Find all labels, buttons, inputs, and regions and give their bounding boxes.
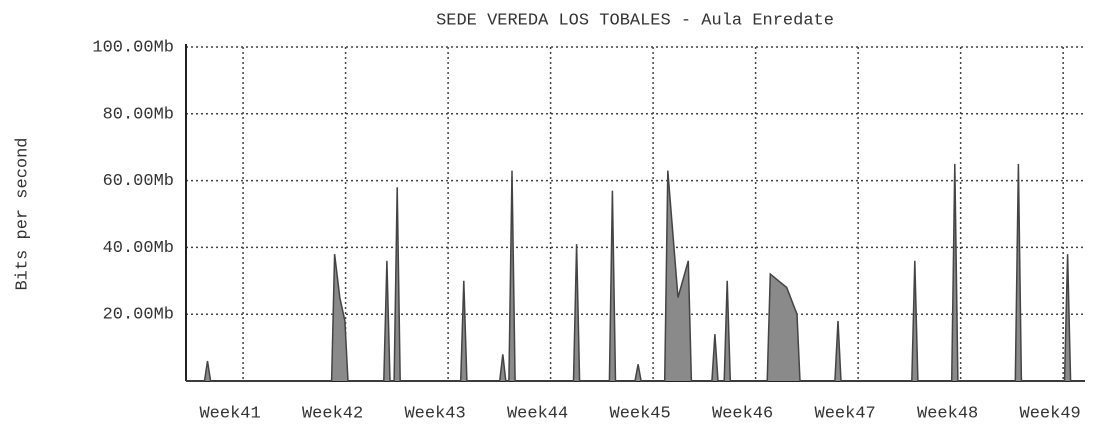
traffic-area bbox=[186, 163, 1085, 382]
x-tick-label: Week47 bbox=[815, 404, 876, 423]
y-axis-label: Bits per second bbox=[13, 137, 32, 290]
x-tick-label: Week49 bbox=[1020, 404, 1081, 423]
x-tick-label: Week42 bbox=[302, 404, 363, 423]
chart-title: SEDE VEREDA LOS TOBALES - Aula Enredate bbox=[436, 11, 834, 30]
x-tick-label: Week41 bbox=[199, 404, 260, 423]
y-tick-label: 40.00Mb bbox=[103, 239, 174, 258]
y-tick-label: 80.00Mb bbox=[103, 105, 174, 124]
x-tick-label: Week46 bbox=[712, 404, 773, 423]
x-tick-label: Week44 bbox=[507, 404, 568, 423]
y-tick-label: 100.00Mb bbox=[92, 38, 174, 57]
y-tick-label: 60.00Mb bbox=[103, 172, 174, 191]
x-tick-label: Week43 bbox=[404, 404, 465, 423]
x-tick-label: Week45 bbox=[610, 404, 671, 423]
x-tick-label: Week48 bbox=[917, 404, 978, 423]
y-tick-label: 20.00Mb bbox=[103, 306, 174, 325]
